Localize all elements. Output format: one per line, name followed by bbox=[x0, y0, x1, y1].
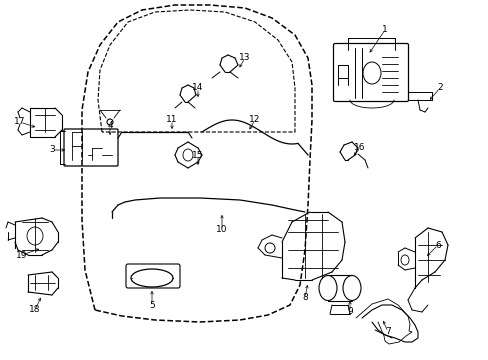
Text: 4: 4 bbox=[107, 121, 113, 130]
Text: 8: 8 bbox=[302, 293, 307, 302]
Text: 12: 12 bbox=[249, 116, 260, 125]
Text: 7: 7 bbox=[385, 328, 390, 337]
Text: 18: 18 bbox=[29, 306, 41, 315]
Text: 11: 11 bbox=[166, 116, 177, 125]
Text: 17: 17 bbox=[14, 117, 26, 126]
Text: 19: 19 bbox=[16, 251, 28, 260]
Text: 14: 14 bbox=[192, 84, 203, 93]
Text: 1: 1 bbox=[381, 26, 387, 35]
Text: 10: 10 bbox=[216, 225, 227, 234]
Text: 5: 5 bbox=[149, 301, 155, 310]
Text: 2: 2 bbox=[436, 84, 442, 93]
Text: 16: 16 bbox=[353, 144, 365, 153]
Text: 6: 6 bbox=[434, 240, 440, 249]
Text: 15: 15 bbox=[192, 150, 203, 159]
Text: 13: 13 bbox=[239, 54, 250, 63]
Text: 9: 9 bbox=[346, 307, 352, 316]
Text: 3: 3 bbox=[49, 145, 55, 154]
